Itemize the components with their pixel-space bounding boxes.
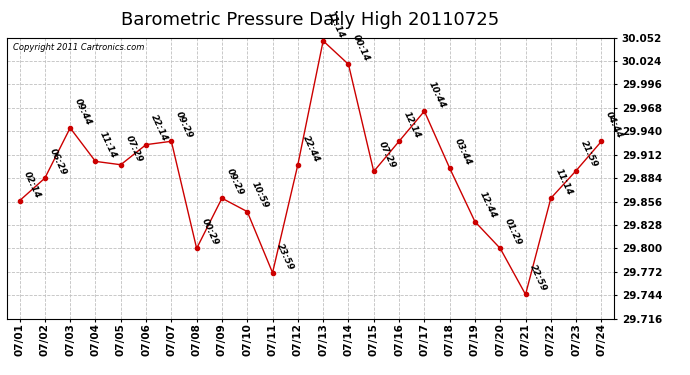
Text: Copyright 2011 Cartronics.com: Copyright 2011 Cartronics.com	[13, 43, 144, 52]
Text: 03:44: 03:44	[453, 137, 473, 167]
Text: 10:44: 10:44	[427, 80, 447, 110]
Text: Barometric Pressure Daily High 20110725: Barometric Pressure Daily High 20110725	[121, 11, 500, 29]
Text: 02:14: 02:14	[22, 170, 43, 200]
Text: 22:14: 22:14	[149, 114, 169, 143]
Text: 11:14: 11:14	[553, 167, 574, 197]
Text: 00:29: 00:29	[199, 217, 219, 247]
Text: 04:44: 04:44	[604, 110, 624, 140]
Text: 23:59: 23:59	[275, 242, 295, 272]
Text: 07:29: 07:29	[124, 134, 144, 164]
Text: 12:14: 12:14	[402, 110, 422, 140]
Text: 12:44: 12:44	[477, 190, 498, 220]
Text: 09:44: 09:44	[73, 97, 93, 126]
Text: 09:29: 09:29	[174, 110, 195, 140]
Text: 09:29: 09:29	[225, 167, 245, 197]
Text: 01:29: 01:29	[503, 217, 523, 247]
Text: 10:59: 10:59	[250, 180, 270, 210]
Text: 11:14: 11:14	[98, 130, 119, 160]
Text: 21:59: 21:59	[579, 140, 599, 169]
Text: 22:59: 22:59	[529, 263, 549, 293]
Text: 00:14: 00:14	[351, 33, 371, 63]
Text: 22:44: 22:44	[301, 134, 321, 164]
Text: 06:29: 06:29	[48, 147, 68, 177]
Text: 11:14: 11:14	[326, 10, 346, 39]
Text: 07:29: 07:29	[377, 140, 397, 170]
